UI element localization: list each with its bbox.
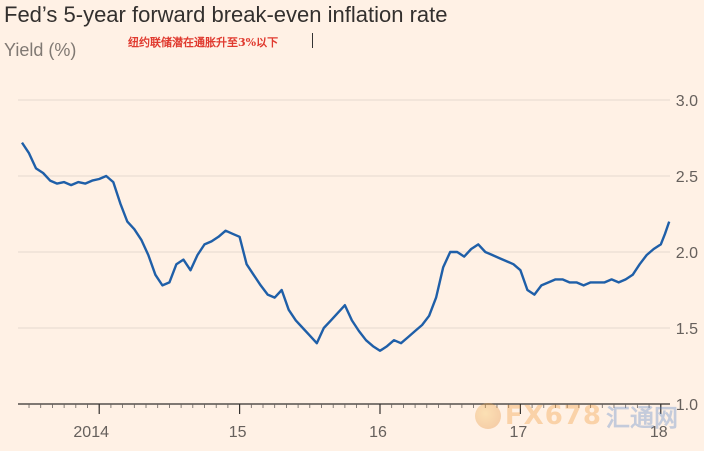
series-line bbox=[20, 141, 671, 352]
series-layer bbox=[20, 141, 671, 352]
fx678-logo-icon bbox=[474, 402, 501, 429]
text-cursor bbox=[312, 33, 313, 48]
y-axis-label: Yield (%) bbox=[4, 40, 77, 60]
y-tick-label: 2.5 bbox=[676, 169, 698, 186]
chart-title: Fed’s 5-year forward break-even inflatio… bbox=[4, 2, 448, 27]
x-tick-label: 15 bbox=[229, 424, 247, 441]
annotation-text: 纽约联储潜在通胀升至3%以下 bbox=[128, 36, 279, 49]
x-tick-label: 18 bbox=[650, 424, 668, 441]
x-tick-label: 2014 bbox=[73, 424, 109, 441]
watermark-cn: 汇通网 bbox=[606, 404, 678, 432]
axis-layer: 1.0 1.5 2.0 2.5 3.0 2014 15 16 17 18 bbox=[28, 93, 698, 441]
x-tick-label: 17 bbox=[509, 424, 527, 441]
y-tick-label: 3.0 bbox=[676, 93, 698, 110]
grid-layer bbox=[18, 99, 670, 405]
y-tick-label: 1.0 bbox=[676, 397, 698, 414]
watermark-text: FX678 bbox=[504, 400, 602, 431]
y-tick-label: 2.0 bbox=[676, 245, 698, 262]
x-tick-label: 16 bbox=[369, 424, 387, 441]
watermark: FX678 汇通网 bbox=[474, 398, 678, 433]
y-tick-label: 1.5 bbox=[676, 321, 698, 338]
